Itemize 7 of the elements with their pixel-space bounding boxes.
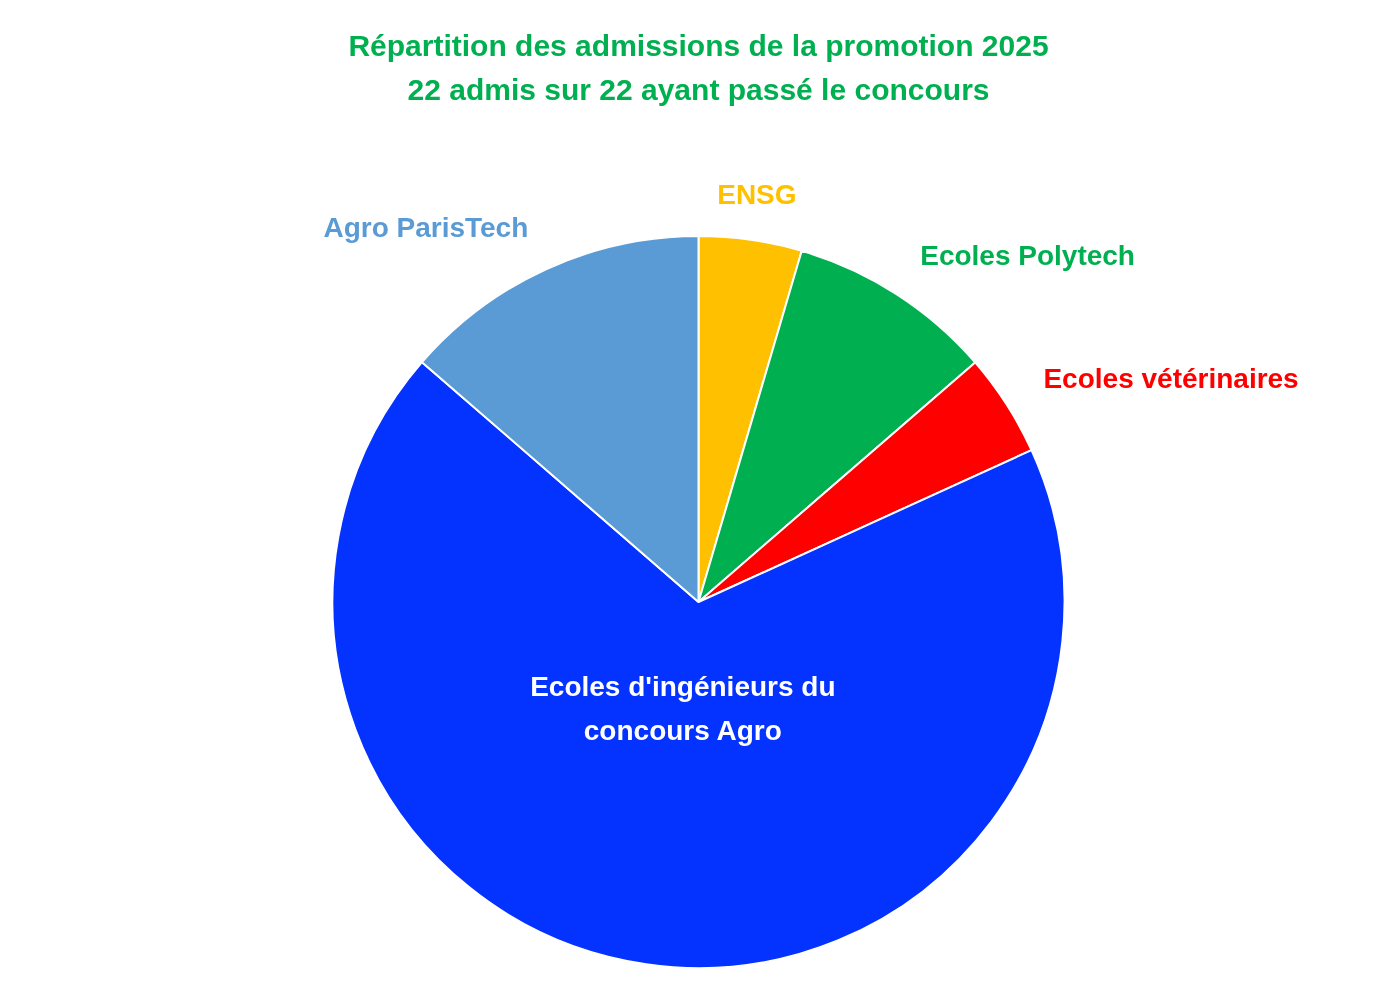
slice-label: Ecoles d'ingénieurs du concours Agro xyxy=(530,671,836,747)
slice-label: ENSG xyxy=(717,178,797,210)
slice-label: Ecoles Polytech xyxy=(920,239,1135,271)
slice-label: Agro ParisTech xyxy=(323,211,529,243)
slice-label: Ecoles vétérinaires xyxy=(1043,363,1299,395)
chart-subtitle: 22 admis sur 22 ayant passé le concours xyxy=(407,73,990,107)
chart-title: Répartition des admissions de la promotion 2025 xyxy=(348,29,1049,63)
